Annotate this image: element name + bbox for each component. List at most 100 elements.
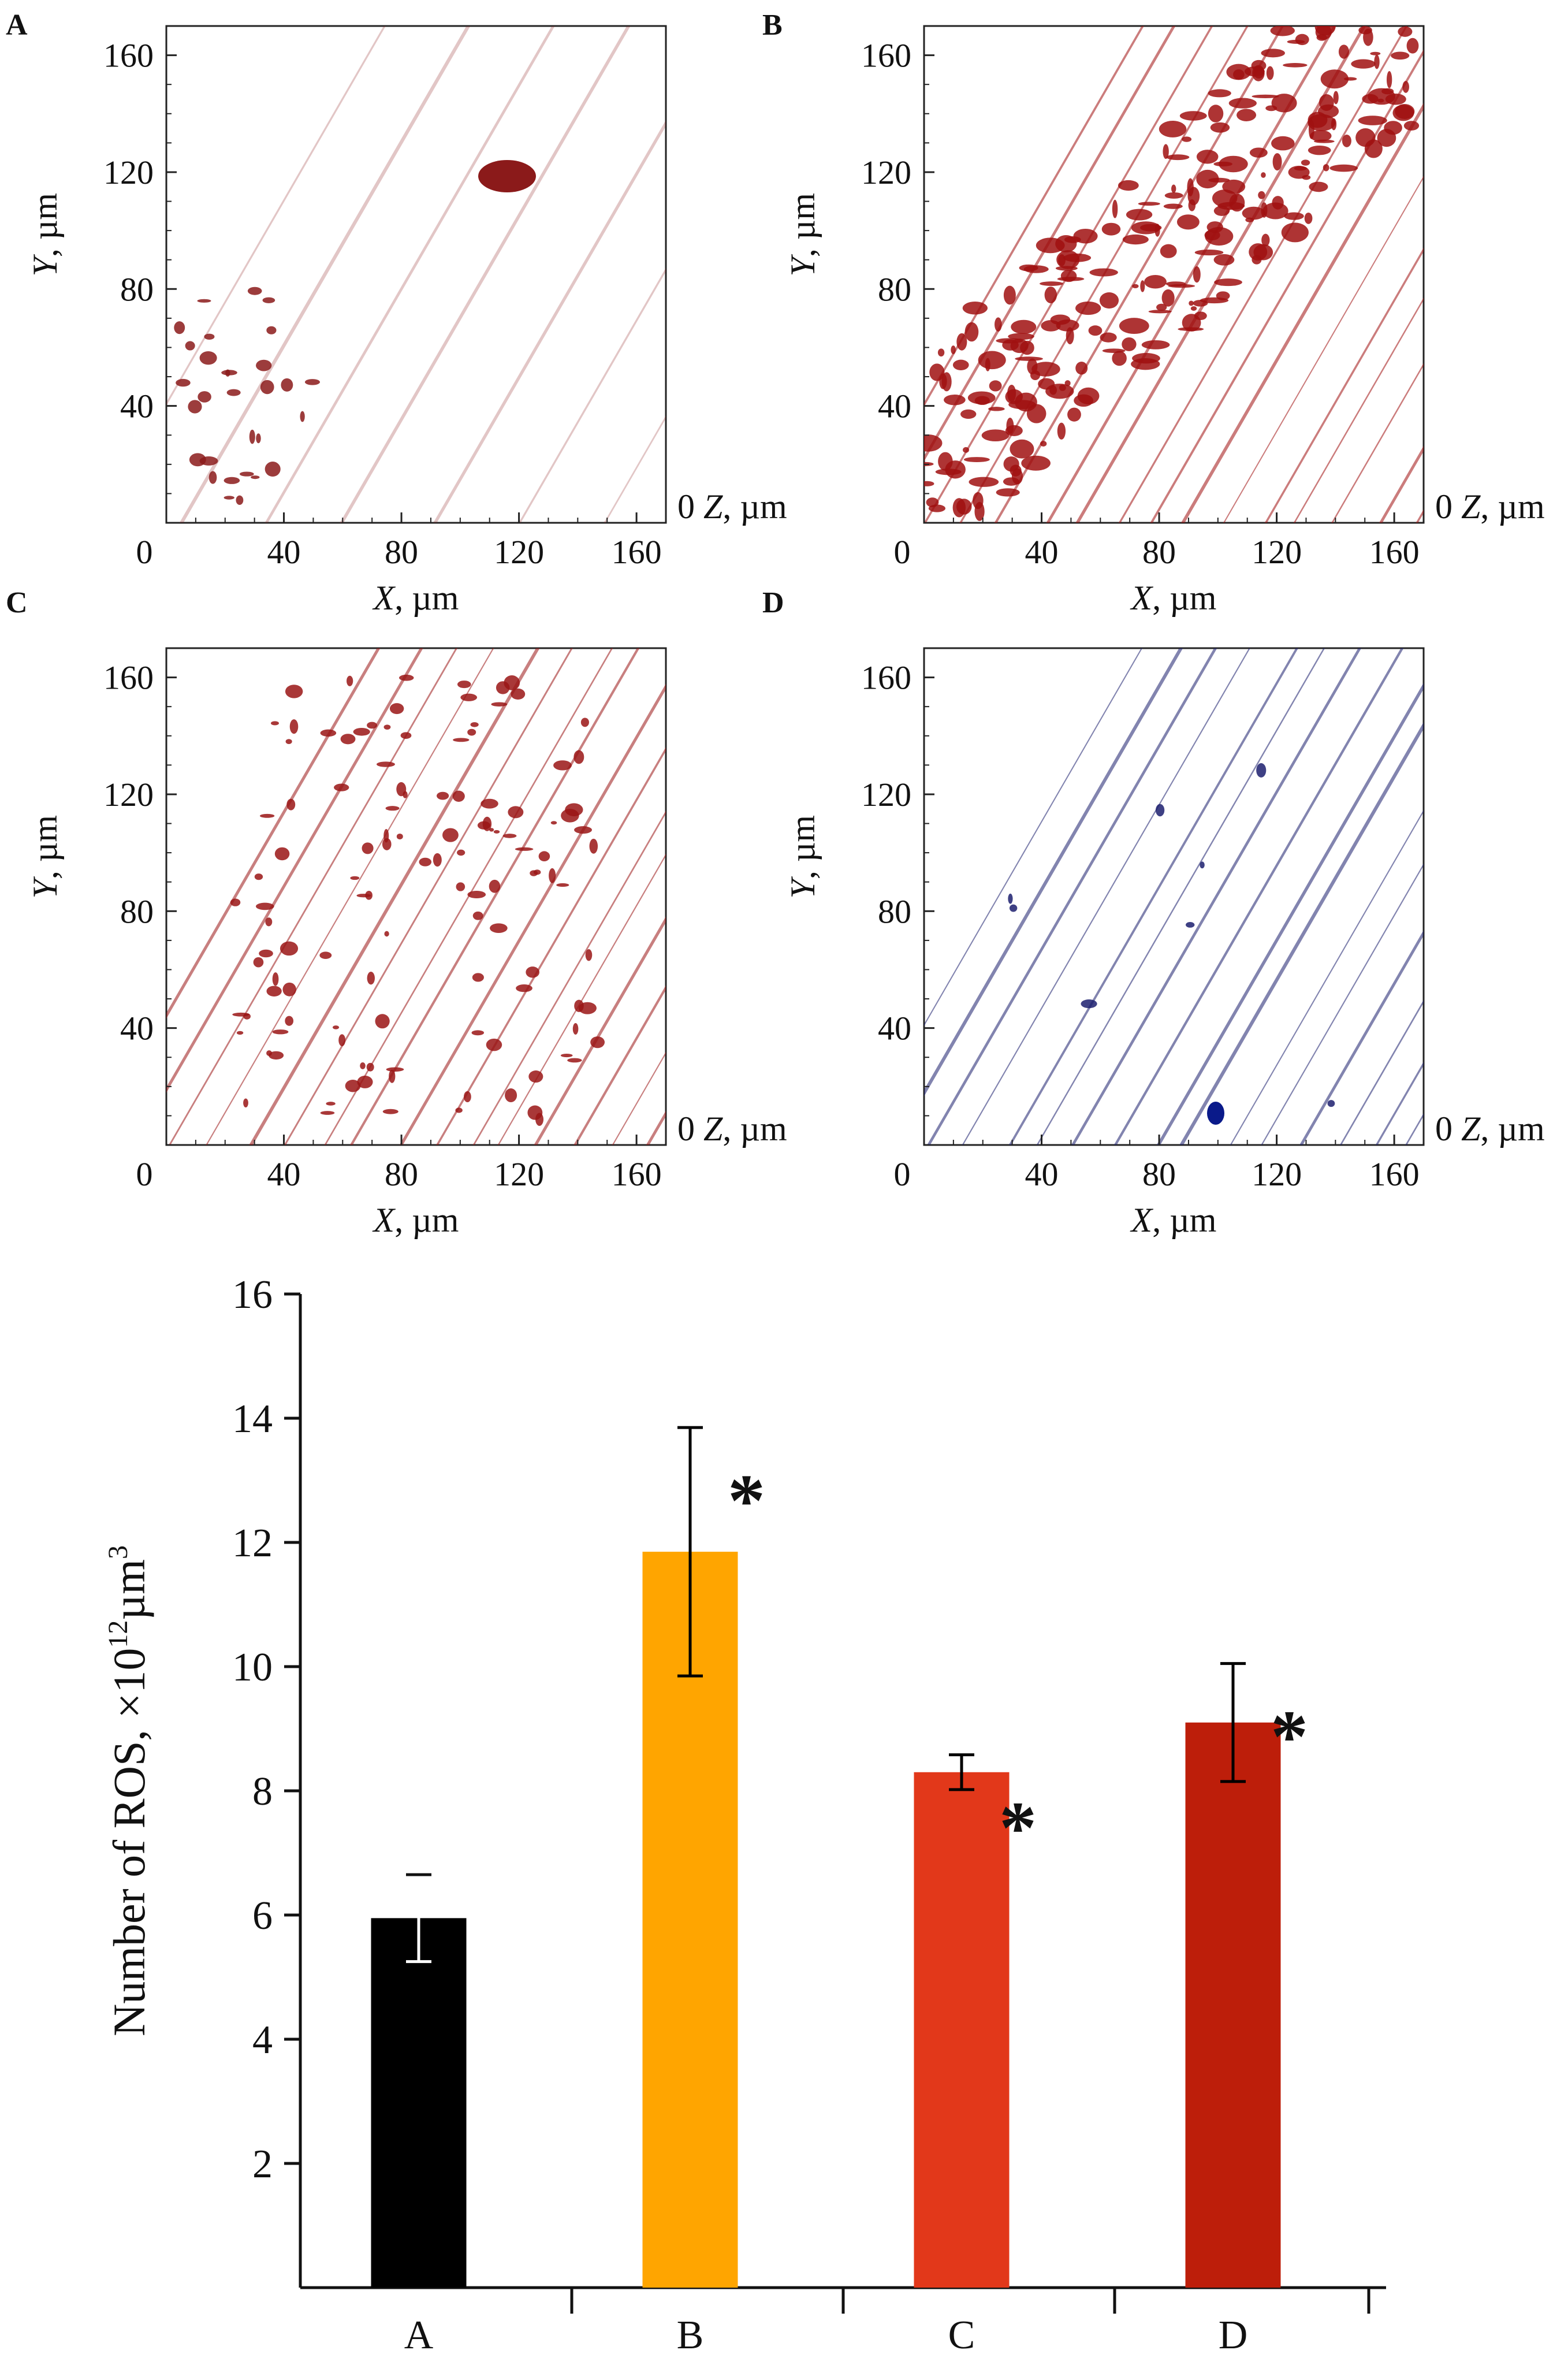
cell-wall bbox=[1223, 176, 1424, 523]
ros-spot bbox=[996, 488, 1020, 497]
ros-spot bbox=[1176, 214, 1200, 230]
ros-spot bbox=[530, 870, 538, 876]
ros-spot bbox=[225, 369, 230, 377]
cell-wall bbox=[1113, 648, 1404, 1145]
ros-spot bbox=[382, 838, 392, 850]
x-axis-var: X bbox=[373, 1201, 396, 1239]
ros-spot bbox=[472, 973, 484, 982]
ros-spot bbox=[230, 898, 241, 906]
ros-spot bbox=[1370, 51, 1381, 55]
y-axis-var: Y bbox=[26, 254, 64, 277]
plot-frame bbox=[165, 647, 667, 1146]
ros-spot bbox=[270, 721, 279, 726]
ros-spot bbox=[989, 380, 1002, 392]
ros-spot bbox=[1009, 904, 1018, 912]
ros-spot bbox=[1155, 804, 1165, 817]
y-axis-label: Y, µm bbox=[784, 193, 822, 277]
ros-spot bbox=[1088, 325, 1103, 336]
ros-spot bbox=[1228, 98, 1257, 109]
ros-spot bbox=[1039, 281, 1063, 286]
ros-spot bbox=[1196, 150, 1219, 164]
x-tick-label: 120 bbox=[494, 1155, 544, 1193]
ros-spot bbox=[1036, 237, 1065, 254]
ros-spot bbox=[1406, 38, 1419, 54]
ros-spot bbox=[964, 322, 979, 342]
ros-spot bbox=[383, 829, 389, 843]
ros-spot bbox=[1159, 120, 1187, 137]
y-axis-label: Y, µm bbox=[784, 815, 822, 899]
significance-star-d: * bbox=[1271, 1696, 1308, 1779]
x-tick-label: 40 bbox=[267, 1155, 301, 1193]
x-tick-label: 160 bbox=[612, 533, 662, 571]
ros-spot bbox=[951, 345, 956, 355]
ros-spot bbox=[567, 1058, 582, 1063]
ros-spot bbox=[1148, 310, 1172, 314]
x-tick-label: 160 bbox=[1369, 533, 1420, 571]
cell-wall bbox=[166, 648, 381, 1019]
z-axis-unit: , µm bbox=[1480, 488, 1544, 526]
ros-spot bbox=[963, 457, 990, 463]
ros-spot bbox=[1075, 361, 1088, 375]
cell-wall bbox=[1180, 102, 1424, 523]
ros-spot bbox=[1081, 999, 1097, 1009]
ros-spot bbox=[1140, 280, 1145, 292]
ros-spot bbox=[433, 853, 442, 867]
cell-wall bbox=[1071, 648, 1362, 1145]
ros-spot bbox=[362, 842, 374, 854]
ros-spot bbox=[1019, 264, 1038, 272]
ros-spot bbox=[1156, 303, 1167, 311]
ros-spot bbox=[1261, 233, 1270, 247]
cell-wall bbox=[962, 648, 1250, 1145]
ros-spot bbox=[174, 321, 185, 334]
ros-spot bbox=[550, 821, 557, 825]
ros-spot bbox=[1066, 327, 1074, 344]
ros-spot bbox=[457, 681, 471, 689]
ros-spot bbox=[1055, 266, 1078, 271]
cell-wall bbox=[1293, 298, 1424, 523]
ros-spot bbox=[1194, 250, 1224, 256]
bar-y-tick-label: 14 bbox=[232, 1397, 273, 1441]
ros-spot bbox=[1049, 385, 1057, 395]
ros-spot bbox=[366, 1062, 374, 1072]
ylabel-main: Number of ROS, ×10 bbox=[104, 1648, 154, 2036]
ros-spot bbox=[259, 813, 275, 818]
ros-spot bbox=[1244, 66, 1265, 77]
y-tick-label: 80 bbox=[878, 893, 911, 930]
ros-spot bbox=[470, 722, 479, 727]
ros-spot bbox=[1171, 184, 1176, 194]
micrograph-image bbox=[924, 26, 1424, 523]
cell-wall bbox=[1416, 509, 1424, 523]
z-axis-label: 0 Z, µm bbox=[1435, 488, 1545, 526]
ros-spot bbox=[477, 821, 491, 830]
ros-spot bbox=[1319, 94, 1334, 111]
ros-spot bbox=[188, 400, 202, 414]
ros-spot bbox=[1005, 425, 1023, 437]
ros-spot bbox=[1284, 212, 1304, 220]
ros-spot bbox=[1271, 94, 1297, 113]
ros-spot bbox=[353, 728, 370, 736]
y-axis-var: Y bbox=[26, 876, 64, 899]
ros-spot bbox=[208, 471, 217, 484]
ros-spot bbox=[1075, 301, 1101, 315]
x-tick-label: 0 bbox=[136, 533, 153, 571]
ros-spot bbox=[1058, 254, 1066, 266]
ros-spot bbox=[1064, 236, 1081, 243]
ros-spot bbox=[243, 1013, 251, 1020]
ros-spot bbox=[453, 738, 470, 742]
x-axis-unit: , µm bbox=[1152, 579, 1216, 617]
ros-spot bbox=[981, 429, 1010, 441]
cell-wall bbox=[1036, 648, 1325, 1145]
y-tick-label: 120 bbox=[103, 776, 154, 813]
bar-a bbox=[371, 1918, 467, 2288]
ros-spot bbox=[1398, 26, 1413, 37]
ros-spot bbox=[1163, 203, 1183, 209]
ros-spot bbox=[1329, 164, 1358, 172]
ros-spot bbox=[1163, 144, 1169, 159]
ros-spot bbox=[565, 803, 583, 816]
ros-spot bbox=[1160, 244, 1177, 258]
ros-spot bbox=[924, 481, 934, 486]
ros-spot bbox=[1392, 105, 1414, 121]
ros-spot bbox=[988, 407, 1005, 411]
ros-spot bbox=[985, 358, 990, 371]
